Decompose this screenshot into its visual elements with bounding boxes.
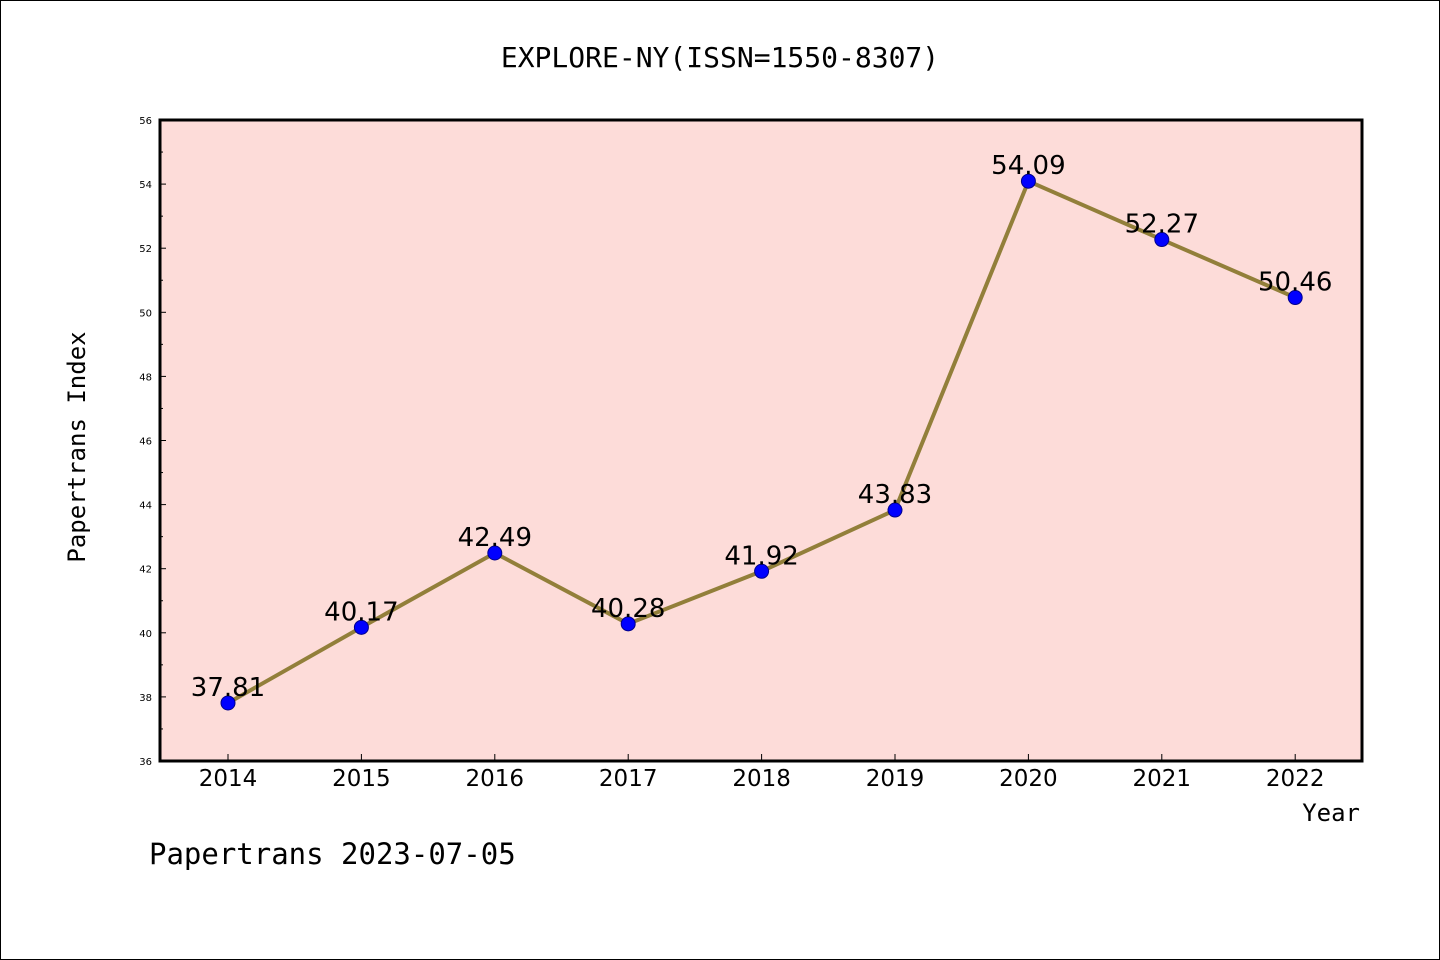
x-tick-label: 2021 bbox=[1133, 766, 1192, 792]
data-point bbox=[620, 616, 636, 632]
y-tick-label: 54 bbox=[139, 180, 152, 191]
plot-frame bbox=[158, 118, 1364, 763]
data-label: 42.49 bbox=[458, 523, 532, 553]
y-tick-label: 50 bbox=[139, 308, 152, 319]
x-tick-label: 2020 bbox=[999, 766, 1058, 792]
chart-title: EXPLORE-NY(ISSN=1550-8307) bbox=[501, 41, 939, 74]
data-point bbox=[220, 695, 236, 711]
plot-area bbox=[160, 120, 1362, 761]
data-label: 54.09 bbox=[991, 151, 1065, 181]
x-tick-label: 2022 bbox=[1266, 766, 1325, 792]
data-point bbox=[1154, 232, 1170, 248]
x-tick-label: 2019 bbox=[866, 766, 925, 792]
x-tick-label: 2015 bbox=[332, 766, 391, 792]
y-tick-label: 36 bbox=[139, 757, 152, 768]
y-tick-label: 48 bbox=[139, 372, 152, 383]
x-axis-label: Year bbox=[1302, 799, 1360, 827]
data-point bbox=[1020, 173, 1036, 189]
y-tick-label: 42 bbox=[139, 565, 152, 576]
data-point bbox=[754, 563, 770, 579]
data-point bbox=[887, 502, 903, 518]
x-tick-label: 2016 bbox=[466, 766, 525, 792]
x-axis: 2014 2015 2016 2017 2018 2019 2020 2021 2022 bbox=[199, 754, 1325, 792]
data-point bbox=[1287, 290, 1303, 306]
x-tick-label: 2014 bbox=[199, 766, 258, 792]
data-label: 52.27 bbox=[1125, 210, 1199, 240]
data-label: 40.17 bbox=[324, 597, 398, 627]
data-label: 43.83 bbox=[858, 480, 932, 510]
x-tick-label: 2017 bbox=[599, 766, 658, 792]
x-tick-label: 2018 bbox=[732, 766, 791, 792]
y-tick-label: 40 bbox=[139, 629, 152, 640]
data-label: 41.92 bbox=[724, 541, 798, 571]
y-axis-label: Papertrans Index bbox=[63, 331, 91, 562]
y-tick-label: 38 bbox=[139, 693, 152, 704]
y-tick-label: 52 bbox=[139, 244, 152, 255]
data-label: 50.46 bbox=[1258, 268, 1332, 298]
data-label: 37.81 bbox=[191, 673, 265, 703]
data-points bbox=[220, 173, 1303, 711]
data-labels: 37.81 40.17 42.49 40.28 41.92 43.83 54.09 52.27… bbox=[191, 151, 1333, 703]
y-tick-label: 44 bbox=[139, 501, 152, 512]
data-point bbox=[487, 545, 503, 561]
y-tick-label: 46 bbox=[139, 437, 152, 448]
data-label: 40.28 bbox=[591, 594, 665, 624]
data-point bbox=[353, 619, 369, 635]
y-tick-label: 56 bbox=[139, 116, 152, 127]
footer-watermark: Papertrans 2023-07-05 bbox=[149, 837, 516, 871]
